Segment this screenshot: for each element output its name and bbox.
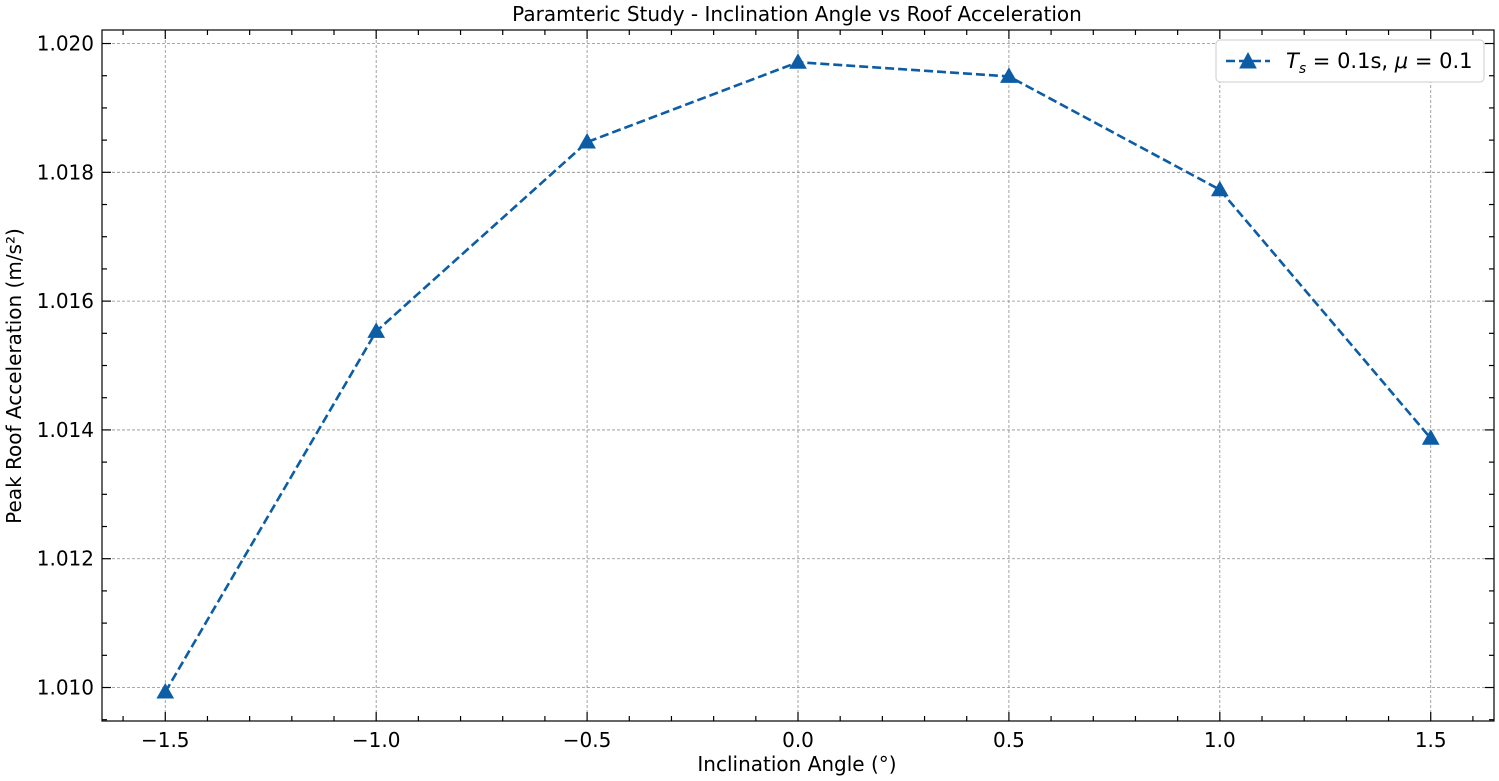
x-tick-label: −1.5 [141, 728, 190, 752]
legend-text-end: = 0.1 [1408, 49, 1472, 73]
ticks [102, 30, 1494, 721]
data-point [578, 133, 596, 149]
x-tick-label: 0.0 [782, 728, 814, 752]
legend-box [1215, 39, 1485, 83]
series [156, 53, 1440, 699]
data-point [1421, 429, 1440, 445]
y-tick-label: 1.020 [37, 32, 94, 56]
x-tick-label: −0.5 [563, 728, 612, 752]
legend-entry: Ts = 0.1s, μ = 0.1 [1286, 49, 1472, 77]
y-tick-label: 1.012 [37, 547, 94, 571]
y-tick-label: 1.016 [37, 289, 94, 313]
data-point [367, 322, 386, 338]
y-tick-label: 1.010 [37, 676, 94, 700]
legend-subscript-s: s [1299, 61, 1306, 77]
y-tick-label: 1.014 [37, 418, 94, 442]
grid [102, 30, 1494, 721]
legend-symbol-mu: μ [1394, 49, 1408, 73]
y-axis-label: Peak Roof Acceleration (m/s²) [2, 228, 26, 524]
x-tick-label: −1.0 [352, 728, 401, 752]
data-point [156, 683, 175, 699]
tick-labels: −1.5 −1.0 −0.5 0.0 0.5 1.0 1.5 1.010 1.012 1.014 1… [37, 32, 1447, 752]
y-tick-label: 1.018 [37, 160, 94, 184]
legend-marker-triangle-icon [1239, 51, 1257, 69]
data-point [789, 53, 807, 69]
x-axis-label: Inclination Angle (°) [697, 752, 896, 776]
x-tick-label: 1.0 [1204, 728, 1236, 752]
chart-title: Paramteric Study - Inclination Angle vs … [512, 2, 1082, 26]
legend-text-mid: = 0.1s, [1306, 49, 1395, 73]
data-point [1000, 67, 1018, 83]
data-point [1210, 180, 1229, 197]
x-tick-label: 1.5 [1415, 728, 1447, 752]
x-tick-label: 0.5 [993, 728, 1025, 752]
legend-symbol-t: T [1286, 49, 1301, 73]
legend: Ts = 0.1s, μ = 0.1 [1215, 39, 1485, 83]
